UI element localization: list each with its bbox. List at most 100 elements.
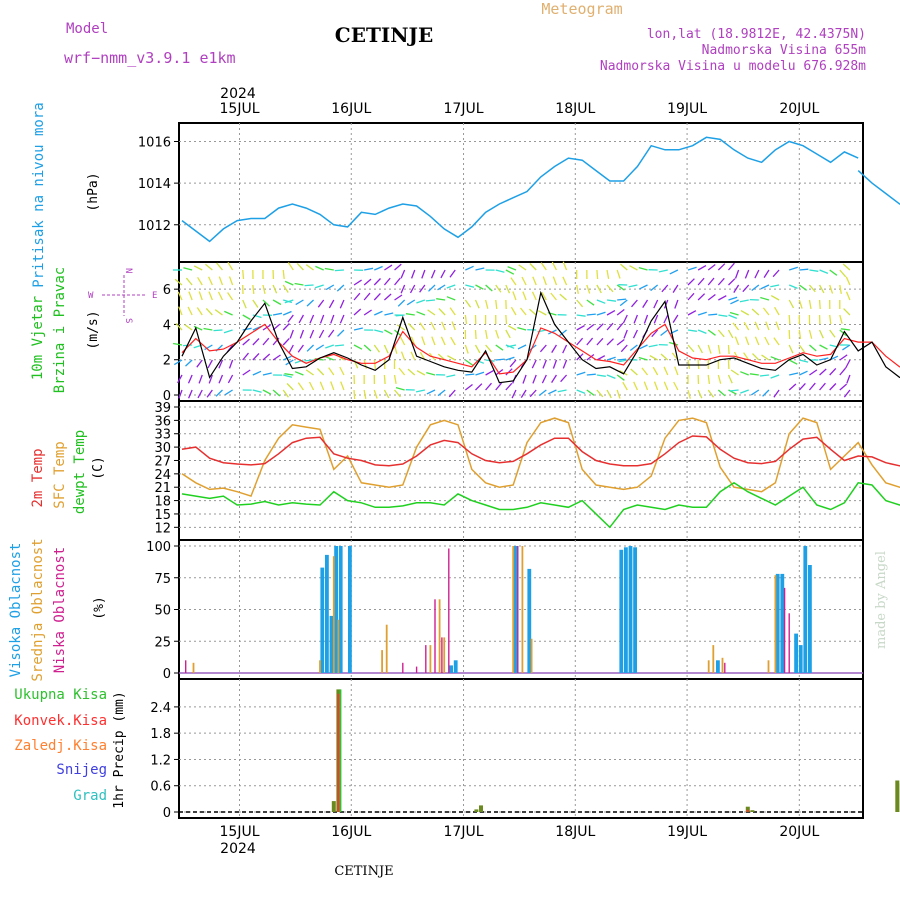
wind-barb <box>616 389 621 399</box>
wind-barb <box>641 367 649 376</box>
wind-barb <box>697 265 707 271</box>
wind-barb <box>550 292 557 301</box>
wind-barb <box>374 265 383 271</box>
wind-barb <box>207 359 213 369</box>
wind-barb <box>410 269 416 279</box>
y-tick-label: 18 <box>154 495 171 510</box>
precip-unit: 1hr Precip (mm) <box>112 691 127 808</box>
wind-barb <box>507 325 517 331</box>
wind-barb <box>576 284 579 295</box>
cloud-bar-low <box>448 548 450 673</box>
wind-barb <box>669 269 679 275</box>
wind-barb <box>639 284 648 290</box>
cloud-bar-high <box>334 546 338 673</box>
wind-barb <box>717 344 721 355</box>
wind-barb <box>788 314 791 325</box>
wind-barb <box>174 278 183 286</box>
wind-barb <box>839 269 847 278</box>
wind-barb <box>740 310 750 316</box>
wind-barb <box>652 366 659 376</box>
wind-barb <box>446 374 456 378</box>
wind-barb <box>421 269 426 279</box>
wind-barb <box>373 278 381 286</box>
date-label-top: 20JUL <box>779 101 819 117</box>
y-tick-label: 0.6 <box>150 780 171 795</box>
wind-barb <box>538 389 547 397</box>
wind-barb <box>773 337 780 346</box>
wind-barb <box>730 299 739 305</box>
wind-barb <box>628 284 638 288</box>
year-top-label: 2024 <box>220 86 256 102</box>
wind-barb <box>465 265 474 271</box>
wind-barb <box>485 344 492 353</box>
wind-barb <box>788 344 794 354</box>
wind-barb <box>227 292 234 301</box>
wind-barb <box>227 374 234 384</box>
wind-barb <box>416 370 426 376</box>
y-tick-label: 0 <box>163 806 171 821</box>
temp-dew-label: dewpt Temp <box>72 430 88 514</box>
y-tick-label: 2.4 <box>150 701 171 716</box>
watermark: made by Angel <box>874 551 889 649</box>
wind-barb <box>175 322 183 331</box>
wind-barb <box>650 284 659 292</box>
wind-barb <box>282 337 290 346</box>
wind-barb <box>394 389 401 398</box>
wind-barb <box>562 276 568 286</box>
wind-barb <box>188 291 193 301</box>
cloud-bar-high <box>798 645 803 673</box>
wind-barb <box>428 284 436 292</box>
wind-barb <box>340 381 345 391</box>
wind-barb <box>426 371 436 376</box>
wind-barb <box>319 314 325 324</box>
cloud-bar-high <box>624 547 628 673</box>
wind-barb <box>396 324 406 331</box>
wind-barb <box>770 374 780 379</box>
wind-barb <box>707 329 716 336</box>
wind-barb <box>353 308 362 316</box>
wind-barb <box>430 269 436 279</box>
wind-barb <box>708 313 718 316</box>
wind-barb <box>606 310 616 316</box>
wind-barb <box>204 263 213 271</box>
wind-barb <box>272 284 278 294</box>
wind-barb <box>324 267 334 271</box>
y-tick-label: 2 <box>163 354 171 369</box>
wind-barb <box>287 314 294 323</box>
wind-barb <box>734 336 740 346</box>
wind-barb <box>204 344 213 351</box>
wind-barb <box>839 367 847 376</box>
wind-barb <box>505 329 511 339</box>
wind-barb <box>450 336 456 346</box>
wind-barb <box>185 359 193 367</box>
wind-barb <box>197 276 203 286</box>
wind-barb <box>829 367 837 376</box>
wind-barb <box>707 293 716 301</box>
wind-barb <box>619 299 628 307</box>
wind-barb <box>586 313 596 316</box>
wind-barb <box>227 261 234 271</box>
wind-barb <box>339 299 345 309</box>
wind-barb <box>809 269 819 272</box>
footer-station: CETINJE <box>334 864 393 879</box>
wind-barb <box>819 269 829 275</box>
wind-barb <box>808 329 813 339</box>
wind-barb <box>505 368 513 376</box>
wind-barb <box>177 291 183 301</box>
wind-barb <box>297 382 304 391</box>
wind-barb <box>728 314 738 320</box>
wind-barb <box>620 263 628 271</box>
wind-barb <box>754 269 760 279</box>
model-elevation-label: Nadmorska Visina u modelu 676.928m <box>600 59 866 74</box>
wind-barb <box>384 264 393 271</box>
wind-barb <box>663 314 669 324</box>
wind-barb <box>475 284 484 290</box>
wind-barb <box>505 269 515 275</box>
wind-barb <box>399 336 406 346</box>
wind-barb <box>393 374 397 385</box>
wind-barb <box>740 371 749 376</box>
temperature-panel <box>178 400 864 541</box>
cloud-bar-low <box>517 546 519 673</box>
wind-barb <box>325 356 335 361</box>
y-tick-label: 15 <box>154 508 171 523</box>
